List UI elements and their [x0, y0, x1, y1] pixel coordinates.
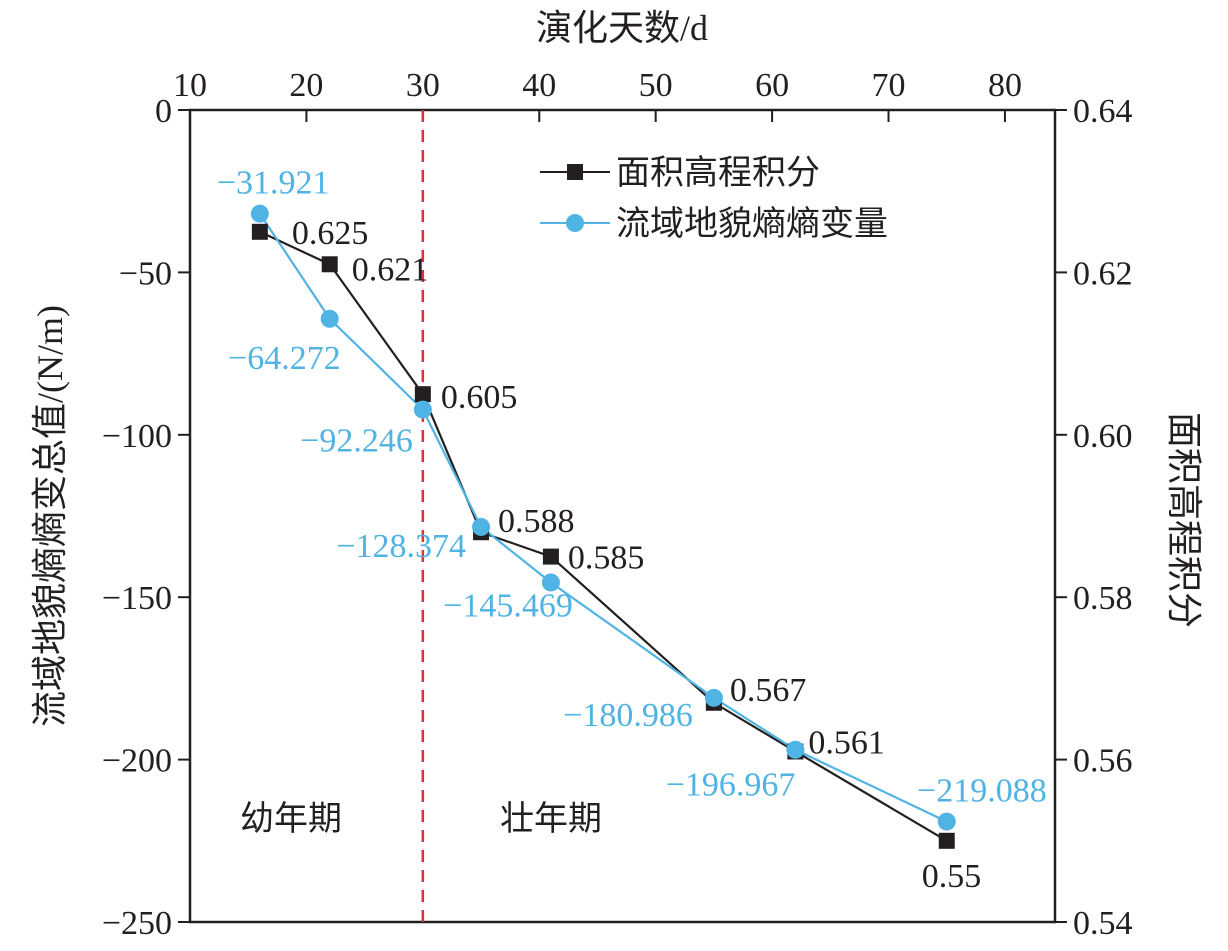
data-label: 0.605: [441, 379, 518, 416]
data-point-square: [321, 256, 338, 273]
data-label: −145.469: [443, 587, 573, 624]
data-point-square: [542, 548, 559, 565]
legend-label-area-integral: 面积高程积分: [616, 154, 820, 192]
y-left-axis-title: 流域地貌熵熵变总值/(N/m): [30, 305, 70, 727]
data-label: −31.921: [217, 165, 330, 202]
x-tick-label: 20: [289, 67, 323, 104]
data-label: 0.55: [922, 858, 982, 895]
data-point-circle: [786, 740, 805, 759]
y-right-tick-label: 0.58: [1073, 580, 1133, 617]
data-label: 0.588: [498, 503, 575, 540]
y-left-tick-label: −50: [119, 255, 172, 292]
y-right-tick-label: 0.64: [1073, 93, 1133, 130]
x-axis-title: 演化天数/d: [536, 8, 708, 48]
x-tick-label: 70: [872, 67, 906, 104]
data-label: 0.621: [352, 251, 429, 288]
data-label: 0.567: [730, 672, 807, 709]
x-tick-label: 40: [522, 67, 556, 104]
data-label: 0.585: [568, 540, 645, 577]
y-left-tick-label: −150: [102, 580, 172, 617]
series-line-1: [258, 213, 948, 823]
legend-marker-circle: [566, 214, 584, 232]
legend-marker-square: [567, 164, 583, 180]
y-left-tick-label: 0: [155, 93, 172, 130]
data-point-circle: [413, 400, 432, 419]
data-label: −196.967: [666, 767, 796, 804]
x-tick-label: 10: [173, 67, 207, 104]
y-left-tick-label: −100: [102, 418, 172, 455]
data-label: −180.986: [563, 697, 693, 734]
data-label: −219.088: [917, 773, 1047, 810]
data-point-square: [938, 832, 955, 849]
phase-label-juvenile: 幼年期: [240, 800, 342, 838]
data-point-circle: [541, 573, 560, 592]
data-point-circle: [320, 309, 339, 328]
x-tick-label: 80: [988, 67, 1022, 104]
legend: 面积高程积分 流域地貌熵熵变量: [540, 154, 888, 243]
data-label: 0.625: [292, 215, 369, 252]
data-point-square: [414, 386, 431, 403]
y-right-tick-label: 0.62: [1073, 255, 1133, 292]
legend-label-entropy: 流域地貌熵熵变量: [616, 205, 888, 243]
y-right-tick-label: 0.54: [1073, 905, 1133, 942]
series-line-0: [259, 230, 948, 842]
data-point-circle: [937, 812, 956, 831]
data-label: −92.246: [300, 423, 413, 460]
data-label: −128.374: [336, 528, 466, 565]
x-tick-label: 50: [639, 67, 673, 104]
x-tick-label: 60: [755, 67, 789, 104]
data-label: 0.561: [808, 724, 885, 761]
y-left-tick-label: −250: [102, 905, 172, 942]
plot-frame: [188, 108, 1057, 924]
data-point-circle: [472, 517, 491, 536]
data-label: −64.272: [228, 340, 341, 377]
phase-label-mature: 壮年期: [500, 800, 602, 838]
y-right-axis-title: 面积高程积分: [1164, 412, 1204, 628]
data-point-circle: [250, 204, 269, 223]
y-left-tick-label: −200: [102, 743, 172, 780]
x-tick-label: 30: [406, 67, 440, 104]
data-point-square: [251, 223, 268, 240]
data-point-circle: [704, 688, 723, 707]
y-right-tick-label: 0.56: [1073, 743, 1133, 780]
y-right-tick-label: 0.60: [1073, 418, 1133, 455]
